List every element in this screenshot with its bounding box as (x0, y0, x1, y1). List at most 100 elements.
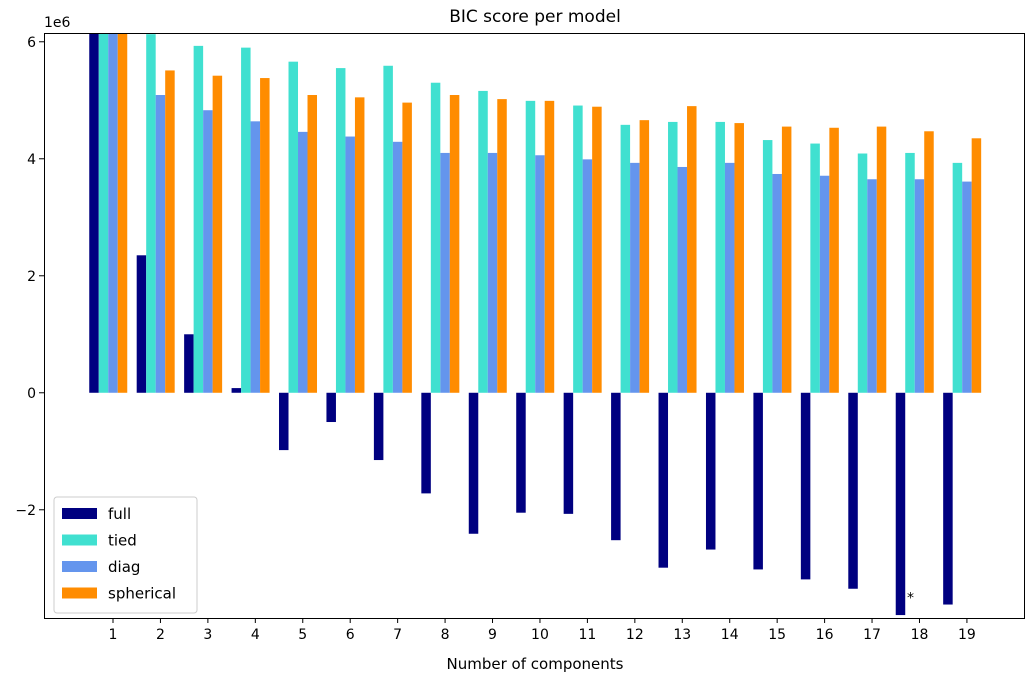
bar-full-7 (373, 392, 384, 461)
bar-full-6 (326, 392, 336, 423)
bar-full-17 (848, 392, 858, 589)
legend-label-spherical: spherical (108, 585, 176, 603)
bar-diag-4 (250, 121, 261, 393)
bar-tied-19 (952, 162, 963, 393)
bar-spherical-2 (165, 70, 175, 393)
y-tick-label: 2 (27, 269, 36, 285)
y-tick-label: 0 (27, 386, 36, 402)
bar-diag-1 (108, 33, 118, 393)
bar-tied-1 (98, 33, 109, 393)
x-tick-label: 18 (911, 627, 929, 643)
legend-label-tied: tied (108, 532, 137, 550)
x-tick-label: 1 (109, 627, 118, 643)
x-axis: 1 2 3 4 5 6 7 8 9 10 11 12 13 14 15 16 17 18 19 (109, 618, 976, 643)
bar-diag-18 (914, 179, 925, 393)
annotation-marker: * (907, 591, 914, 607)
bar-diag-14 (724, 162, 735, 393)
x-tick-label: 10 (531, 627, 549, 643)
bar-tied-7 (383, 65, 393, 393)
bar-spherical-13 (687, 106, 697, 393)
x-axis-title: Number of components (447, 655, 624, 673)
bar-full-1 (89, 33, 99, 393)
bar-tied-17 (857, 153, 868, 393)
bar-tied-5 (288, 61, 299, 393)
bar-diag-2 (155, 95, 166, 393)
bar-full-8 (421, 392, 431, 494)
bar-spherical-17 (876, 126, 887, 393)
x-tick-label: 3 (203, 627, 212, 643)
legend: full tied diag spherical (53, 496, 198, 614)
bar-tied-11 (573, 105, 583, 393)
bar-tied-3 (193, 45, 204, 393)
x-tick-label: 4 (251, 627, 260, 643)
bar-tied-18 (905, 152, 915, 393)
bar-diag-3 (203, 110, 213, 393)
bar-spherical-14 (734, 123, 744, 393)
bar-diag-13 (677, 166, 688, 393)
bar-tied-10 (525, 100, 536, 393)
legend-swatch-spherical (62, 587, 97, 599)
x-tick-label: 16 (816, 627, 834, 643)
bar-tied-13 (668, 121, 678, 393)
bar-diag-12 (630, 162, 640, 393)
y-tick-label: −2 (15, 503, 36, 519)
bar-diag-6 (345, 136, 355, 393)
bar-tied-9 (478, 90, 488, 393)
bar-diag-11 (582, 159, 593, 393)
legend-swatch-tied (62, 534, 97, 546)
bar-spherical-10 (544, 100, 555, 393)
x-tick-label: 13 (673, 627, 691, 643)
bar-spherical-4 (260, 78, 270, 393)
legend-box (53, 496, 198, 614)
bar-spherical-15 (781, 126, 792, 393)
bar-tied-8 (430, 82, 441, 393)
x-tick-label: 14 (721, 627, 739, 643)
x-tick-label: 2 (156, 627, 165, 643)
annotations-group: * (907, 591, 914, 607)
bar-spherical-19 (971, 138, 982, 393)
bar-full-12 (611, 392, 621, 541)
x-tick-label: 9 (488, 627, 497, 643)
bar-full-3 (184, 334, 194, 393)
bar-full-10 (516, 392, 526, 513)
bar-tied-2 (146, 34, 156, 393)
bar-spherical-8 (449, 95, 460, 393)
bar-tied-4 (241, 47, 251, 393)
bar-spherical-16 (829, 127, 839, 393)
bar-full-19 (943, 392, 953, 605)
bar-spherical-7 (402, 102, 412, 393)
bar-diag-5 (298, 131, 308, 393)
bar-spherical-1 (117, 33, 128, 393)
bar-spherical-5 (307, 95, 318, 393)
bar-diag-17 (867, 179, 877, 393)
bar-full-4 (231, 388, 242, 393)
bar-full-13 (658, 392, 669, 568)
bar-diag-9 (487, 152, 498, 393)
x-tick-label: 6 (346, 627, 355, 643)
y-tick-label: 4 (27, 152, 36, 168)
y-tick-label: 6 (27, 35, 36, 51)
bar-full-15 (753, 392, 763, 570)
x-tick-label: 12 (626, 627, 644, 643)
bar-diag-15 (772, 173, 782, 393)
x-tick-label: 17 (863, 627, 881, 643)
y-axis-offset-text: 1e6 (44, 15, 71, 31)
bar-spherical-11 (592, 106, 602, 393)
bars-group (89, 33, 982, 616)
bar-full-5 (279, 392, 289, 451)
bar-spherical-18 (924, 131, 934, 393)
bar-diag-19 (962, 181, 972, 393)
bar-full-11 (563, 392, 574, 514)
bar-full-9 (468, 392, 479, 534)
bar-spherical-3 (212, 75, 223, 393)
bar-tied-14 (715, 121, 725, 393)
bar-full-14 (705, 392, 716, 550)
y-axis: −2 0 2 4 6 (15, 35, 44, 519)
bar-tied-16 (810, 143, 820, 393)
x-tick-label: 7 (393, 627, 402, 643)
x-tick-label: 19 (958, 627, 976, 643)
bar-diag-16 (819, 175, 830, 393)
bar-spherical-6 (354, 97, 365, 393)
bar-full-2 (136, 255, 147, 393)
